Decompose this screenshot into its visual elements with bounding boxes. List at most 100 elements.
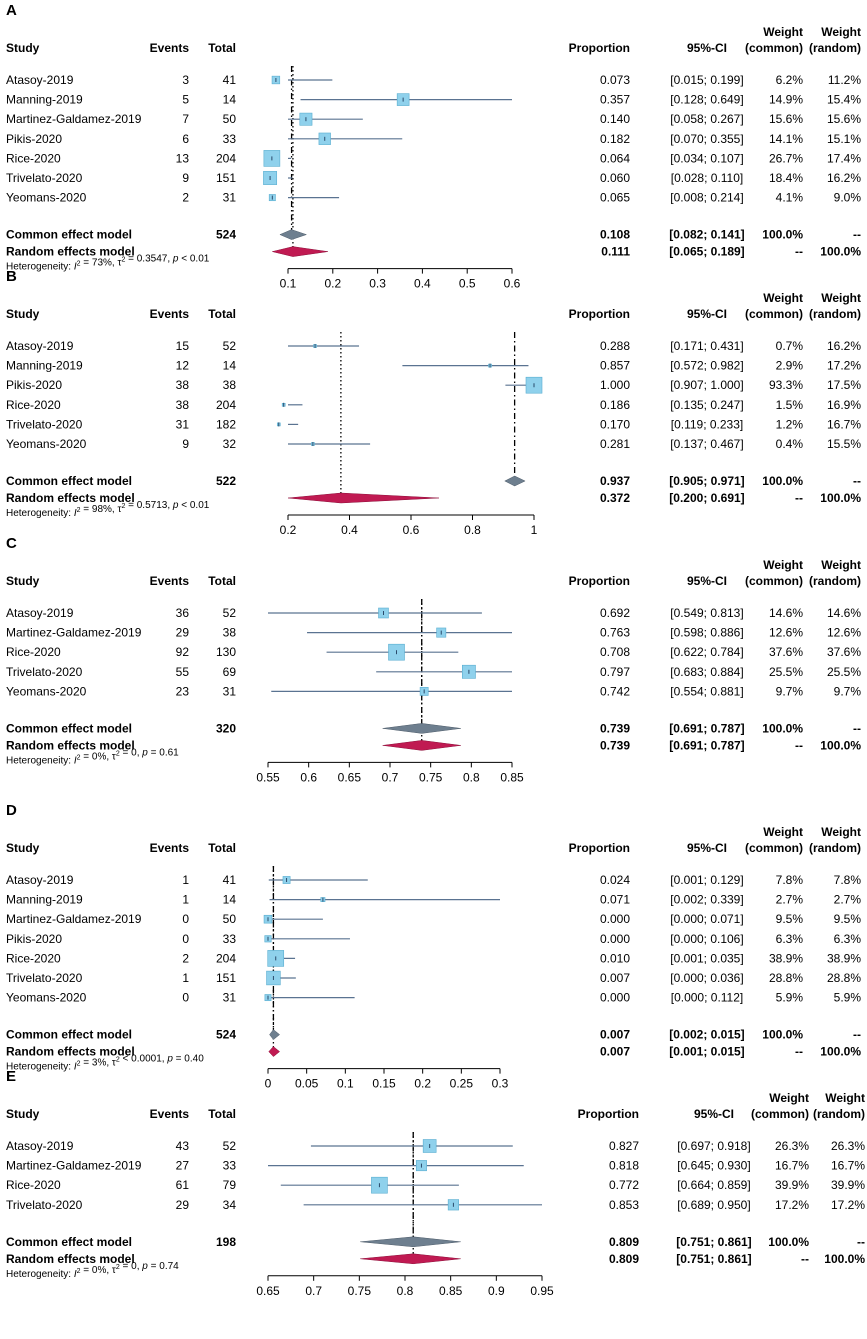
- study-weight-common: 1.5%: [776, 398, 804, 412]
- header-weight-common: Weight: [763, 825, 803, 839]
- x-axis-tick-label: 0.15: [372, 1077, 396, 1091]
- study-weight-common: 14.6%: [769, 606, 803, 620]
- study-events: 38: [176, 398, 190, 412]
- study-weight-common: 0.7%: [776, 339, 804, 353]
- study-ci: [0.000; 0.036]: [670, 971, 743, 985]
- study-ci: [0.683; 0.884]: [670, 665, 743, 679]
- study-ci: [0.697; 0.918]: [677, 1139, 750, 1153]
- random-effect-proportion: 0.739: [600, 738, 630, 752]
- study-total: 50: [223, 912, 237, 926]
- common-effect-total: 524: [216, 1028, 236, 1042]
- random-effect-proportion: 0.372: [600, 491, 630, 505]
- header-weight-random-sub: (random): [809, 574, 861, 588]
- x-axis-tick-label: 0.2: [414, 1077, 431, 1091]
- header-weight-common: Weight: [763, 291, 803, 305]
- panel-a: A Study Events Total Proportion 95%-CI Weight (…: [6, 2, 861, 291]
- x-axis: 0.55 0.6 0.65 0.7 0.75 0.8 0.85: [256, 761, 524, 784]
- study-name: Manning-2019: [6, 359, 83, 373]
- x-axis-tick-label: 0.6: [504, 277, 521, 291]
- study-ci: [0.549; 0.813]: [670, 606, 743, 620]
- random-effect-weight-common: --: [801, 1252, 809, 1266]
- study-weight-common: 25.5%: [769, 665, 803, 679]
- study-ci: [0.001; 0.129]: [670, 873, 743, 887]
- common-effect-diamond: [269, 1029, 280, 1040]
- x-axis-tick-label: 0.75: [348, 1284, 372, 1298]
- study-events: 0: [182, 932, 189, 946]
- study-proportion: 0.000: [600, 912, 630, 926]
- study-total: 52: [223, 339, 237, 353]
- study-weight-random: 6.3%: [834, 932, 862, 946]
- study-weight-common: 6.2%: [776, 73, 804, 87]
- x-axis-tick-label: 0.8: [464, 523, 481, 537]
- study-total: 33: [223, 1159, 237, 1173]
- common-effect-row: Common effect model 524 0.007 [0.002; 0.015…: [6, 1028, 861, 1042]
- x-axis-tick-label: 0.1: [337, 1077, 354, 1091]
- study-weight-random: 15.4%: [827, 93, 861, 107]
- common-effect-weight-random: --: [853, 1028, 861, 1042]
- common-effect-weight-common: 100.0%: [762, 721, 803, 735]
- header-events: Events: [150, 41, 190, 55]
- header-proportion: Proportion: [569, 841, 630, 855]
- panel-e: E Study Events Total Proportion 95%-CI Weight (…: [6, 1068, 865, 1298]
- study-proportion: 0.140: [600, 112, 630, 126]
- study-total: 151: [216, 971, 236, 985]
- common-effect-weight-random: --: [857, 1235, 865, 1249]
- study-name: Atasoy-2019: [6, 1139, 74, 1153]
- common-effect-ci: [0.751; 0.861]: [676, 1235, 751, 1249]
- common-effect-label: Common effect model: [6, 228, 132, 242]
- common-effect-ci: [0.691; 0.787]: [669, 721, 744, 735]
- x-axis-tick-label: 0.4: [341, 523, 358, 537]
- x-axis-tick-label: 0.9: [488, 1284, 505, 1298]
- study-proportion: 0.060: [600, 171, 630, 185]
- study-weight-random: 2.7%: [834, 893, 862, 907]
- random-effect-row: Random effects model 0.809 [0.751; 0.861] -…: [6, 1252, 865, 1266]
- common-effect-label: Common effect model: [6, 1235, 132, 1249]
- header-weight-random-sub: (random): [809, 841, 861, 855]
- common-effect-label: Common effect model: [6, 474, 132, 488]
- random-effect-label: Random effects model: [6, 738, 135, 752]
- study-events: 7: [182, 112, 189, 126]
- study-name: Atasoy-2019: [6, 873, 74, 887]
- study-weight-common: 39.9%: [775, 1178, 809, 1192]
- study-row: Trivelato-2020 9 151 0.060 [0.028; 0.110] 18.…: [6, 171, 861, 185]
- study-proportion: 0.772: [609, 1178, 639, 1192]
- study-weight-common: 2.7%: [776, 893, 804, 907]
- study-total: 41: [223, 73, 237, 87]
- study-total: 204: [216, 398, 236, 412]
- header-total: Total: [208, 574, 236, 588]
- header-ci: 95%-CI: [687, 307, 727, 321]
- random-effect-diamond: [382, 740, 461, 751]
- header-total: Total: [208, 41, 236, 55]
- study-name: Trivelato-2020: [6, 1198, 83, 1212]
- study-row: Yeomans-2020 9 32 0.281 [0.137; 0.467] 0.4% 15…: [6, 437, 861, 451]
- common-effect-diamond: [279, 229, 308, 240]
- study-weight-random: 26.3%: [831, 1139, 865, 1153]
- study-name: Atasoy-2019: [6, 606, 74, 620]
- header-study: Study: [6, 41, 40, 55]
- common-effect-diamond: [382, 723, 461, 734]
- study-ci: [0.008; 0.214]: [670, 191, 743, 205]
- common-effect-ci: [0.002; 0.015]: [669, 1028, 744, 1042]
- study-weight-common: 28.8%: [769, 971, 803, 985]
- random-effect-weight-random: 100.0%: [820, 245, 861, 259]
- x-axis: 0.2 0.4 0.6 0.8 1: [280, 514, 538, 537]
- study-name: Yeomans-2020: [6, 437, 87, 451]
- header-total: Total: [208, 841, 236, 855]
- study-ci: [0.645; 0.930]: [677, 1159, 750, 1173]
- panel-letter: D: [6, 802, 17, 819]
- study-proportion: 0.064: [600, 151, 630, 165]
- x-axis-tick-label: 0.7: [305, 1284, 322, 1298]
- x-axis-tick-label: 0.05: [295, 1077, 319, 1091]
- study-name: Pikis-2020: [6, 932, 62, 946]
- study-row: Rice-2020 61 79 0.772 [0.664; 0.859] 39.9% 39.…: [6, 1176, 865, 1194]
- study-weight-common: 9.5%: [776, 912, 804, 926]
- study-events: 36: [176, 606, 190, 620]
- study-weight-common: 26.3%: [775, 1139, 809, 1153]
- study-ci: [0.572; 0.982]: [670, 359, 743, 373]
- study-proportion: 0.182: [600, 132, 630, 146]
- study-name: Atasoy-2019: [6, 73, 74, 87]
- study-total: 33: [223, 932, 237, 946]
- header-weight-random-sub: (random): [813, 1107, 865, 1121]
- study-ci: [0.128; 0.649]: [670, 93, 743, 107]
